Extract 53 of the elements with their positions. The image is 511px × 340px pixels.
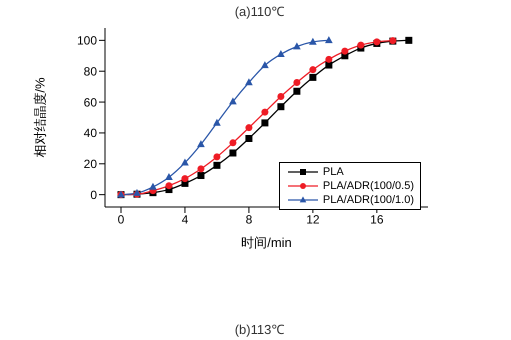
- y-tick-label: 20: [84, 157, 98, 172]
- point: [309, 74, 316, 81]
- point: [309, 38, 317, 45]
- point: [405, 36, 412, 44]
- point: [245, 134, 252, 142]
- point: [325, 36, 333, 44]
- point: [229, 149, 236, 156]
- point: [325, 56, 332, 63]
- legend-label: PLA/ADR(100/1.0): [322, 193, 414, 207]
- point: [245, 78, 253, 86]
- point: [213, 118, 221, 126]
- point: [213, 162, 220, 169]
- point: [293, 88, 300, 95]
- point: [213, 153, 220, 160]
- y-tick-label: 80: [84, 64, 98, 78]
- point: [293, 42, 301, 50]
- point: [149, 182, 157, 190]
- point: [197, 140, 205, 148]
- point: [245, 124, 252, 132]
- point: [181, 158, 189, 166]
- point: [261, 108, 268, 116]
- legend-label: PLA/ADR(100/0.5): [322, 179, 414, 193]
- point: [309, 66, 316, 74]
- point: [197, 165, 204, 172]
- x-tick-label: 8: [246, 212, 253, 227]
- point: [165, 182, 172, 190]
- y-tick-label: 100: [76, 34, 98, 48]
- point: [293, 78, 300, 86]
- point: [229, 97, 237, 104]
- chart-title: (a)110℃: [234, 3, 286, 20]
- x-tick-label: 16: [370, 212, 384, 227]
- x-tick-label: 0: [118, 212, 125, 227]
- x-tick-label: 12: [306, 212, 320, 227]
- text: (b)113℃: [234, 321, 286, 338]
- y-tick-label: 40: [84, 126, 98, 140]
- point: [341, 48, 348, 55]
- point: [197, 172, 204, 180]
- point: [165, 173, 173, 180]
- point: [229, 139, 236, 146]
- point: [277, 93, 284, 100]
- y-tick-label: 60: [84, 95, 98, 110]
- legend-label: PLA: [322, 165, 344, 179]
- y-axis-title: 相对结晶度/%: [32, 76, 48, 158]
- x-axis-title: 时间/min: [241, 235, 292, 250]
- point: [261, 119, 268, 126]
- point: [325, 62, 332, 69]
- point: [357, 42, 364, 49]
- point: [181, 175, 188, 182]
- y-tick-label: 0: [90, 188, 98, 202]
- point: [277, 103, 284, 110]
- x-tick-label: 4: [182, 212, 189, 227]
- point: [277, 50, 285, 58]
- point: [261, 61, 269, 68]
